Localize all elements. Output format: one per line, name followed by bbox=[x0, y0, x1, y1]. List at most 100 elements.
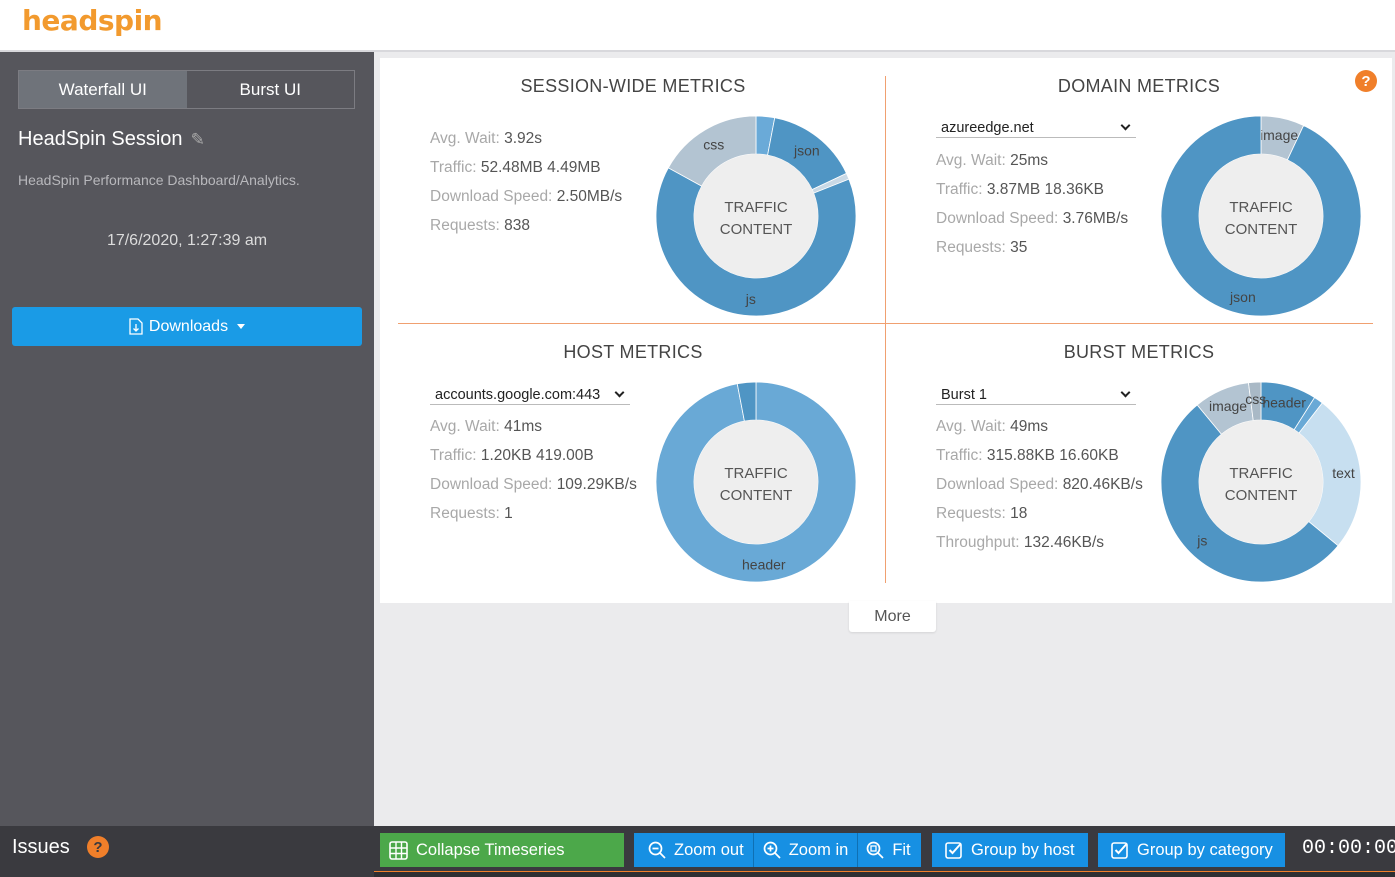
caret-down-icon bbox=[237, 324, 246, 329]
burst-metrics-section: BURST METRICS Burst 1 Avg. Wait: 49ms Tr… bbox=[886, 324, 1392, 589]
session-metrics-section: SESSION-WIDE METRICS Avg. Wait: 3.92s Tr… bbox=[380, 58, 886, 323]
zoom-controls: Zoom out Zoom in Fit bbox=[634, 833, 921, 867]
timeline-timer: 00:00:00.0 bbox=[1302, 837, 1395, 860]
section-title: BURST METRICS bbox=[1063, 342, 1215, 362]
donut-center bbox=[1199, 154, 1323, 278]
slice-label: css bbox=[703, 137, 724, 153]
downloads-button[interactable]: Downloads bbox=[12, 307, 362, 346]
donut-center bbox=[694, 154, 818, 278]
chevron-down-icon bbox=[614, 387, 625, 398]
download-file-icon bbox=[129, 318, 143, 335]
group-by-host-button[interactable]: Group by host bbox=[932, 833, 1088, 867]
slice-label: image bbox=[1260, 127, 1298, 143]
metric-download-speed: Download Speed: 820.46KB/s bbox=[936, 476, 1143, 493]
center-label: TRAFFIC bbox=[724, 199, 787, 216]
metric-requests: Requests: 1 bbox=[430, 505, 513, 522]
chevron-down-icon bbox=[1120, 387, 1131, 398]
chevron-down-icon bbox=[1120, 120, 1131, 131]
slice-label: text bbox=[1332, 465, 1355, 481]
slice-label: image bbox=[1209, 398, 1247, 414]
domain-select[interactable]: azureedge.net bbox=[936, 118, 1136, 138]
issues-label[interactable]: Issues bbox=[12, 836, 70, 858]
headspin-logo[interactable]: headspin bbox=[22, 4, 163, 37]
metrics-list: Avg. Wait: 49ms Traffic: 315.88KB 16.60K… bbox=[936, 418, 1143, 563]
group-by-host-label: Group by host bbox=[971, 840, 1075, 859]
host-traffic-donut[interactable]: header TRAFFIC CONTENT bbox=[651, 377, 861, 587]
metrics-list: Avg. Wait: 41ms Traffic: 1.20KB 419.00B … bbox=[430, 418, 637, 534]
metric-throughput: Throughput: 132.46KB/s bbox=[936, 534, 1105, 551]
zoom-in-icon bbox=[763, 841, 781, 859]
metric-requests: Requests: 18 bbox=[936, 505, 1028, 522]
metric-avg-wait: Avg. Wait: 41ms bbox=[430, 418, 542, 435]
grid-icon bbox=[389, 840, 408, 860]
downloads-label: Downloads bbox=[148, 317, 229, 335]
session-title-row: HeadSpin Session ✎ bbox=[18, 128, 205, 151]
pencil-icon[interactable]: ✎ bbox=[190, 129, 205, 149]
metric-download-speed: Download Speed: 3.76MB/s bbox=[936, 210, 1129, 227]
slice-label: json bbox=[1229, 289, 1256, 305]
vertical-divider bbox=[885, 76, 886, 583]
center-label: TRAFFIC bbox=[1229, 465, 1292, 482]
donut-center bbox=[1199, 420, 1323, 544]
domain-select-value: azureedge.net bbox=[941, 119, 1034, 136]
metric-avg-wait: Avg. Wait: 3.92s bbox=[430, 130, 543, 147]
metric-traffic: Traffic: 52.48MB 4.49MB bbox=[430, 159, 601, 176]
metric-requests: Requests: 838 bbox=[430, 217, 530, 234]
zoom-out-icon bbox=[648, 841, 666, 859]
burst-select[interactable]: Burst 1 bbox=[936, 385, 1136, 405]
slice-label: json bbox=[793, 142, 820, 158]
bottom-toolbar: Issues ? Collapse Timeseries Zoom out Zo… bbox=[0, 826, 1395, 877]
help-icon[interactable]: ? bbox=[1355, 70, 1377, 92]
zoom-out-button[interactable]: Zoom out bbox=[634, 833, 753, 867]
checkbox-checked-icon bbox=[945, 841, 963, 859]
section-title: SESSION-WIDE METRICS bbox=[520, 76, 746, 96]
view-toggle: Waterfall UI Burst UI bbox=[18, 70, 355, 109]
fit-button[interactable]: Fit bbox=[857, 833, 920, 867]
burst-ui-tab[interactable]: Burst UI bbox=[239, 79, 301, 99]
metric-download-speed: Download Speed: 2.50MB/s bbox=[430, 188, 623, 205]
metric-requests: Requests: 35 bbox=[936, 239, 1028, 256]
metric-traffic: Traffic: 3.87MB 18.36KB bbox=[936, 181, 1105, 198]
collapse-timeseries-label: Collapse Timeseries bbox=[416, 840, 565, 859]
session-traffic-donut[interactable]: json js css TRAFFIC CONTENT bbox=[651, 111, 861, 321]
fit-label: Fit bbox=[892, 840, 911, 859]
domain-traffic-donut[interactable]: image json TRAFFIC CONTENT bbox=[1156, 111, 1366, 321]
center-label: CONTENT bbox=[1225, 221, 1298, 238]
donut-slice-js[interactable] bbox=[1160, 404, 1339, 583]
domain-metrics-section: DOMAIN METRICS azureedge.net Avg. Wait: … bbox=[886, 58, 1392, 323]
fit-icon bbox=[866, 841, 884, 859]
top-bar: headspin bbox=[0, 0, 1395, 52]
horizontal-divider bbox=[398, 323, 1373, 324]
host-select-value: accounts.google.com:443 bbox=[435, 386, 601, 403]
center-label: CONTENT bbox=[1225, 487, 1298, 504]
metric-avg-wait: Avg. Wait: 49ms bbox=[936, 418, 1048, 435]
center-label: CONTENT bbox=[720, 221, 793, 238]
slice-label: js bbox=[1196, 533, 1207, 549]
checkbox-checked-icon bbox=[1111, 841, 1129, 859]
metric-traffic: Traffic: 315.88KB 16.60KB bbox=[936, 447, 1119, 464]
slice-label: header bbox=[742, 557, 786, 573]
more-button[interactable]: More bbox=[849, 601, 936, 632]
donut-center bbox=[694, 420, 818, 544]
zoom-out-label: Zoom out bbox=[674, 840, 744, 859]
group-by-category-button[interactable]: Group by category bbox=[1098, 833, 1285, 867]
session-title: HeadSpin Session bbox=[18, 128, 183, 150]
session-subtitle: HeadSpin Performance Dashboard/Analytics… bbox=[18, 172, 300, 188]
issues-help-icon[interactable]: ? bbox=[87, 836, 109, 858]
metrics-list: Avg. Wait: 25ms Traffic: 3.87MB 18.36KB … bbox=[936, 152, 1128, 268]
slice-label: header bbox=[1262, 394, 1306, 410]
waterfall-ui-tab[interactable]: Waterfall UI bbox=[19, 71, 187, 108]
center-label: TRAFFIC bbox=[724, 465, 787, 482]
donut-slice-header[interactable] bbox=[655, 381, 857, 583]
center-label: CONTENT bbox=[720, 487, 793, 504]
burst-select-value: Burst 1 bbox=[941, 386, 987, 403]
collapse-timeseries-button[interactable]: Collapse Timeseries bbox=[380, 833, 624, 867]
metric-download-speed: Download Speed: 109.29KB/s bbox=[430, 476, 637, 493]
section-title: DOMAIN METRICS bbox=[1057, 76, 1221, 96]
metrics-list: Avg. Wait: 3.92s Traffic: 52.48MB 4.49MB… bbox=[430, 130, 622, 246]
group-by-category-label: Group by category bbox=[1137, 840, 1273, 859]
zoom-in-button[interactable]: Zoom in bbox=[752, 833, 858, 867]
center-label: TRAFFIC bbox=[1229, 199, 1292, 216]
host-select[interactable]: accounts.google.com:443 bbox=[430, 385, 630, 405]
